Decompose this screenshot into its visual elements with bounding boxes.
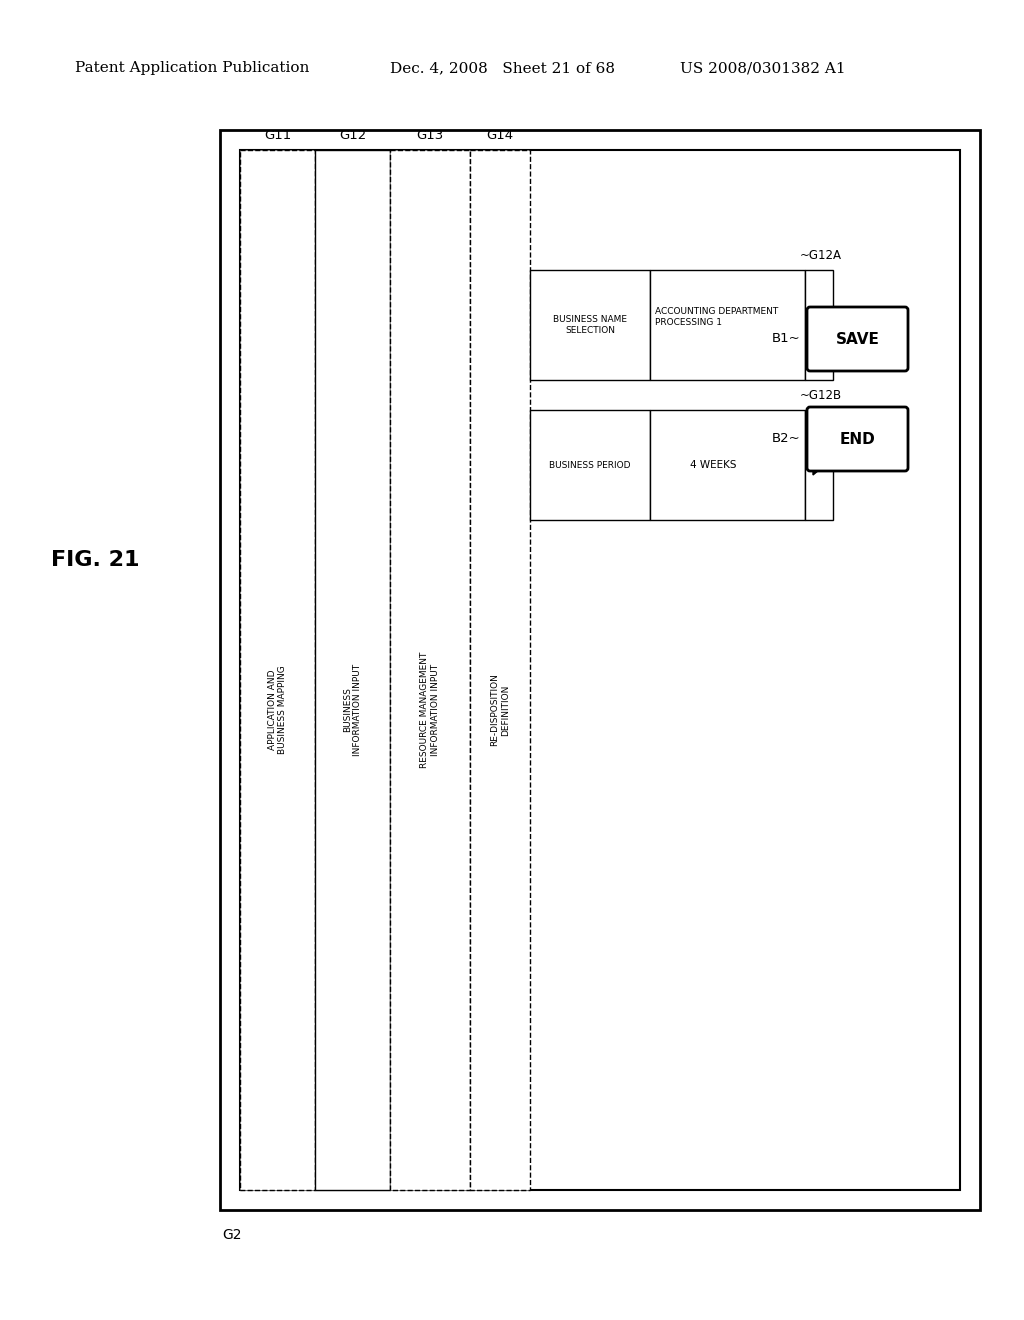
Text: B2~: B2~ [772,433,801,446]
Text: Patent Application Publication: Patent Application Publication [75,61,309,75]
Bar [650,411,805,520]
FancyBboxPatch shape [807,308,908,371]
FancyBboxPatch shape [807,407,908,471]
Bar [530,411,650,520]
Text: BUSINESS PERIOD: BUSINESS PERIOD [549,461,631,470]
Text: ~G12B: ~G12B [800,389,842,403]
Bar [805,411,833,520]
Bar [315,150,390,1191]
Text: G12: G12 [339,129,367,143]
Bar [470,150,530,1191]
Polygon shape [813,455,825,475]
Bar [805,271,833,380]
Bar [390,150,470,1191]
Text: FIG. 21: FIG. 21 [51,550,139,570]
Bar [240,150,961,1191]
Text: G2: G2 [222,1228,242,1242]
Text: ACCOUNTING DEPARTMENT
PROCESSING 1: ACCOUNTING DEPARTMENT PROCESSING 1 [655,308,778,327]
Text: ~G12A: ~G12A [800,249,842,261]
Text: G14: G14 [486,129,514,143]
Text: G13: G13 [417,129,443,143]
Bar [530,271,650,380]
Bar [240,150,315,1191]
Text: BUSINESS
INFORMATION INPUT: BUSINESS INFORMATION INPUT [343,664,362,756]
Text: RE-DISPOSITION
DEFINITION: RE-DISPOSITION DEFINITION [490,673,510,746]
Text: G11: G11 [264,129,291,143]
Text: US 2008/0301382 A1: US 2008/0301382 A1 [680,61,846,75]
Text: Dec. 4, 2008   Sheet 21 of 68: Dec. 4, 2008 Sheet 21 of 68 [390,61,615,75]
Text: SAVE: SAVE [836,331,880,346]
Bar [650,271,805,380]
Text: RESOURCE MANAGEMENT
INFORMATION INPUT: RESOURCE MANAGEMENT INFORMATION INPUT [420,652,439,768]
Text: APPLICATION AND
BUSINESS MAPPING: APPLICATION AND BUSINESS MAPPING [268,665,287,754]
Text: END: END [840,432,876,446]
Polygon shape [813,315,825,335]
Text: B1~: B1~ [772,333,801,346]
Text: BUSINESS NAME
SELECTION: BUSINESS NAME SELECTION [553,315,627,335]
Bar [220,129,980,1210]
Text: 4 WEEKS: 4 WEEKS [690,459,736,470]
